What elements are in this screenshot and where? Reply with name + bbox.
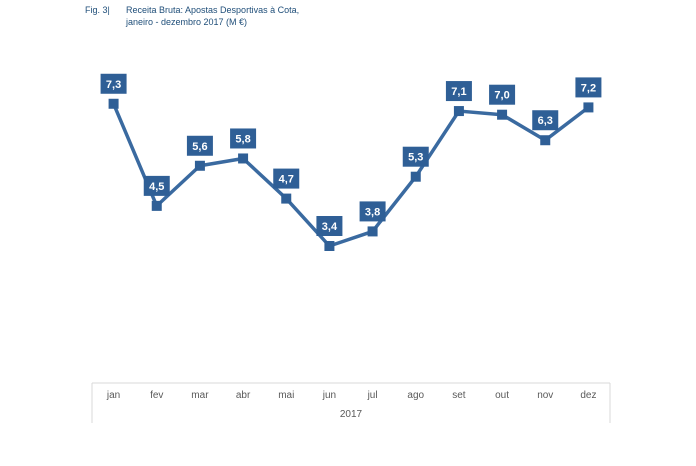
figure-label: Fig. 3| — [85, 5, 110, 15]
data-label: 5,8 — [230, 128, 257, 149]
x-tick-label: abr — [236, 390, 251, 401]
data-label-box — [402, 146, 429, 167]
data-point-marker — [151, 200, 162, 211]
x-tick-label: jul — [367, 390, 378, 401]
data-label-text: 3,4 — [322, 221, 338, 233]
x-tick-label: nov — [537, 390, 553, 401]
data-label: 5,6 — [186, 135, 213, 156]
data-label-text: 4,7 — [279, 174, 294, 186]
chart-title-line1: Receita Bruta: Apostas Desportivas à Cot… — [126, 5, 300, 15]
data-label-text: 3,8 — [365, 206, 380, 218]
x-axis-title: 2017 — [340, 409, 363, 420]
data-label: 5,3 — [402, 146, 429, 167]
data-label-box — [316, 216, 343, 236]
data-label-text: 7,0 — [494, 90, 509, 102]
data-label-box — [143, 175, 170, 196]
data-label: 3,8 — [359, 201, 386, 222]
data-point-marker — [367, 226, 378, 237]
data-point-marker — [238, 153, 249, 164]
x-tick-label: mai — [278, 390, 294, 401]
data-label-box — [273, 168, 300, 189]
data-point-marker — [497, 109, 508, 120]
data-label-text: 7,3 — [106, 79, 121, 91]
data-label: 3,4 — [316, 216, 343, 236]
x-tick-label: out — [495, 390, 509, 401]
data-label: 4,5 — [143, 175, 170, 196]
data-label-box — [445, 81, 472, 102]
series — [108, 98, 594, 251]
data-label-text: 5,3 — [408, 152, 423, 164]
data-label-text: 5,8 — [235, 133, 250, 145]
data-label-box — [532, 110, 559, 131]
data-point-marker — [453, 106, 464, 117]
data-label-text: 4,5 — [149, 181, 164, 193]
x-tick-label: jan — [106, 390, 120, 401]
x-tick-label: dez — [580, 390, 596, 401]
data-label: 7,1 — [445, 81, 472, 102]
data-point-marker — [540, 135, 551, 146]
data-labels: 7,3 4,5 5,6 5,8 4,7 3,4 3,8 5,3 7,1 7,0 6,3 7,2 — [100, 73, 602, 236]
data-label-text: 6,3 — [538, 115, 553, 127]
x-tick-label: ago — [407, 390, 424, 401]
data-label: 7,3 — [100, 73, 127, 94]
data-label: 6,3 — [532, 110, 559, 131]
x-tick-label: mar — [191, 390, 209, 401]
data-label-text: 7,1 — [451, 86, 466, 98]
data-point-marker — [324, 241, 335, 251]
data-point-marker — [194, 160, 205, 171]
data-label: 7,2 — [575, 77, 602, 98]
data-label-box — [230, 128, 257, 149]
x-axis: jan fev mar abr mai jun jul ago set out nov dez — [91, 382, 611, 423]
data-label-box — [575, 77, 602, 98]
data-label-text: 5,6 — [192, 141, 207, 153]
x-tick-label: jun — [322, 390, 336, 401]
data-point-marker — [583, 102, 594, 113]
chart-title-line2: janeiro - dezembro 2017 (M €) — [126, 17, 248, 27]
x-tick-label: set — [452, 390, 466, 401]
data-label-box — [359, 201, 386, 222]
data-label: 4,7 — [273, 168, 300, 189]
data-label: 7,0 — [489, 84, 516, 105]
x-tick-label: fev — [150, 390, 163, 401]
data-point-marker — [410, 171, 421, 182]
chart-title: Receita Bruta: Apostas Desportivas à Cot… — [126, 4, 426, 28]
data-point-marker — [281, 193, 292, 204]
data-label-box — [100, 73, 127, 94]
data-point-marker — [108, 98, 119, 109]
data-label-box — [489, 84, 516, 105]
data-label-box — [186, 135, 213, 156]
series-line — [111, 103, 590, 248]
data-label-text: 7,2 — [581, 82, 596, 94]
